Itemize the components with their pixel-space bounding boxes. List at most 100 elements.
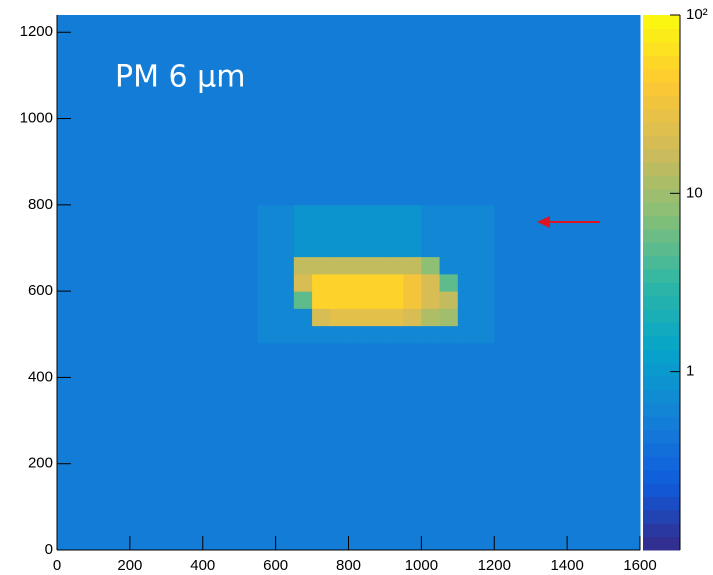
colorbar-band — [643, 510, 680, 524]
cell — [367, 343, 386, 361]
cell — [148, 377, 167, 395]
cell — [93, 205, 112, 223]
cell — [421, 533, 440, 551]
cell — [330, 153, 349, 171]
cell — [622, 136, 641, 154]
cell — [330, 50, 349, 68]
cell — [185, 188, 204, 206]
cell — [93, 188, 112, 206]
cell — [494, 239, 513, 257]
cell — [512, 515, 531, 533]
cell — [75, 188, 94, 206]
cell — [604, 412, 623, 430]
cell — [93, 50, 112, 68]
cell — [166, 308, 185, 326]
cell — [312, 67, 331, 85]
cell — [93, 119, 112, 137]
cell — [567, 32, 586, 50]
cell — [567, 308, 586, 326]
cell — [531, 533, 550, 551]
cell — [349, 515, 368, 533]
cell — [276, 153, 295, 171]
cell — [276, 32, 295, 50]
cell — [276, 464, 295, 482]
cell — [421, 15, 440, 33]
cell — [458, 119, 477, 137]
cell — [93, 274, 112, 292]
cell — [57, 481, 76, 499]
cell — [130, 446, 149, 464]
cell — [585, 101, 604, 119]
cell — [148, 32, 167, 50]
cell — [403, 222, 422, 240]
cell — [421, 274, 440, 292]
cell — [440, 446, 459, 464]
cell — [531, 308, 550, 326]
cell — [148, 308, 167, 326]
cell — [421, 205, 440, 223]
cell — [112, 446, 131, 464]
cell — [458, 67, 477, 85]
cell — [276, 481, 295, 499]
cell — [531, 32, 550, 50]
cell — [312, 15, 331, 33]
cell — [203, 343, 222, 361]
cell — [622, 222, 641, 240]
cell — [567, 498, 586, 516]
cell — [185, 533, 204, 551]
heatmap — [57, 15, 641, 551]
cell — [239, 205, 258, 223]
cell — [549, 136, 568, 154]
cell — [185, 222, 204, 240]
cell — [458, 274, 477, 292]
cell — [440, 326, 459, 344]
cell — [458, 222, 477, 240]
cell — [531, 67, 550, 85]
cell — [531, 395, 550, 413]
cell — [531, 119, 550, 137]
cell — [166, 15, 185, 33]
cell — [75, 481, 94, 499]
cell — [476, 50, 495, 68]
cell — [367, 101, 386, 119]
cell — [221, 239, 240, 257]
cell — [512, 67, 531, 85]
cell — [604, 429, 623, 447]
cell — [385, 274, 404, 292]
cell — [203, 101, 222, 119]
cell — [458, 412, 477, 430]
cell — [622, 395, 641, 413]
colorbar-band — [643, 349, 680, 363]
cell — [75, 50, 94, 68]
cell — [57, 291, 76, 309]
cell — [421, 412, 440, 430]
cell — [75, 136, 94, 154]
cell — [130, 326, 149, 344]
cell — [349, 84, 368, 102]
cell — [440, 377, 459, 395]
cell — [75, 119, 94, 137]
cell — [349, 136, 368, 154]
cell — [130, 360, 149, 378]
colorbar-band — [643, 109, 680, 123]
cell — [585, 481, 604, 499]
cell — [494, 274, 513, 292]
cell — [494, 360, 513, 378]
cell — [531, 50, 550, 68]
cell — [330, 377, 349, 395]
colorbar-band — [643, 363, 680, 377]
cell — [512, 84, 531, 102]
cell — [221, 291, 240, 309]
cell — [622, 84, 641, 102]
cell — [549, 153, 568, 171]
cell — [185, 377, 204, 395]
cell — [112, 412, 131, 430]
cell — [221, 32, 240, 50]
colorbar-band — [643, 149, 680, 163]
cell — [203, 291, 222, 309]
cell — [294, 50, 313, 68]
cell — [57, 274, 76, 292]
cell — [494, 222, 513, 240]
cell — [385, 515, 404, 533]
cell — [494, 67, 513, 85]
